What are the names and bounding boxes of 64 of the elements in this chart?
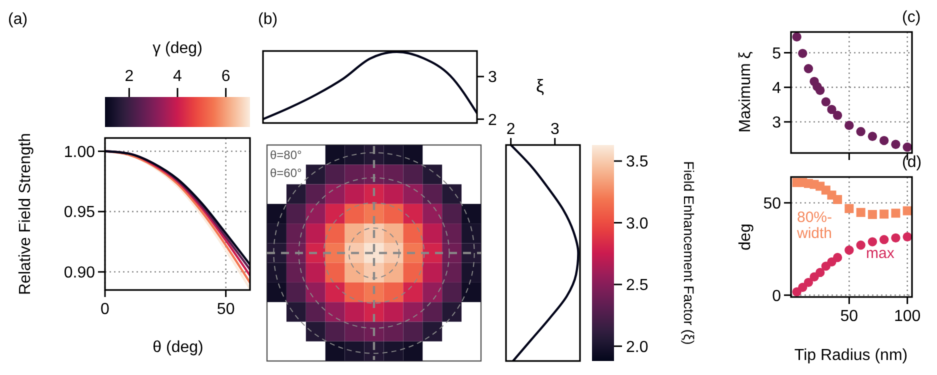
point [902,142,912,152]
y-tick-label: 4 [772,80,782,97]
color-bar-label: 3.0 [626,215,648,232]
y-axis-title: deg [737,224,754,250]
point [844,120,854,130]
color-bar-title: γ (deg) [152,40,202,57]
point [868,132,878,142]
color-bar-label: 2 [124,68,134,85]
y-tick-label: 5 [772,45,782,62]
point [868,237,878,246]
color-bar-label: 4 [173,68,182,85]
point [827,104,836,114]
point [879,136,889,146]
chart-title: (b) [258,11,278,28]
x-axis-title: θ (deg) [152,339,204,356]
chart-title: (a) [8,11,28,28]
point [891,140,900,149]
point [798,282,808,292]
point [815,268,825,278]
point [891,233,900,243]
chart-title: (c) [902,9,921,26]
x-axis-title: Tip Radius (nm) [794,347,908,364]
point [844,246,854,255]
x-tick-label: 0 [100,301,110,318]
point [821,97,831,106]
color-bar-label: 3.5 [626,154,648,171]
y-tick-label: 1.00 [64,144,96,161]
point [856,240,866,250]
point [833,195,842,204]
color-bar-title: Field Enhancement Factor (ξ) [681,161,697,345]
point [804,278,814,288]
series-label: max [866,245,895,262]
point [792,32,802,42]
point [902,232,912,242]
y-tick-label: 0.95 [64,204,96,222]
color-bar-label: 6 [221,68,230,85]
color-bar-label: 2.5 [626,277,648,294]
point [856,208,866,217]
point [804,64,814,74]
y-axis-title: Relative Field Strength [17,133,34,295]
y-tick-label: 0 [772,288,782,305]
point [880,210,889,219]
point [815,86,825,96]
point [856,126,866,136]
chart-title: (d) [902,154,922,171]
point [832,252,842,262]
point [868,210,877,219]
point [832,110,842,120]
y-axis-title: Maximum ξ [737,52,754,132]
y-tick-label: 0.90 [64,264,96,282]
color-bar-label: 2.0 [626,338,648,356]
annotation: θ=80° [270,148,302,162]
annotation: θ=60° [270,166,302,180]
x-tick-label: 50 [216,301,235,318]
y-tick-label: 50 [763,195,782,212]
point [798,48,808,58]
line-series [263,51,477,120]
series-label: 80%-width [796,209,832,242]
x-tick-label: 100 [894,308,921,325]
x-tick-label: 50 [840,308,858,325]
point [879,234,889,244]
y-axis-title: ξ [536,76,544,96]
point [844,204,854,214]
point [891,208,900,218]
